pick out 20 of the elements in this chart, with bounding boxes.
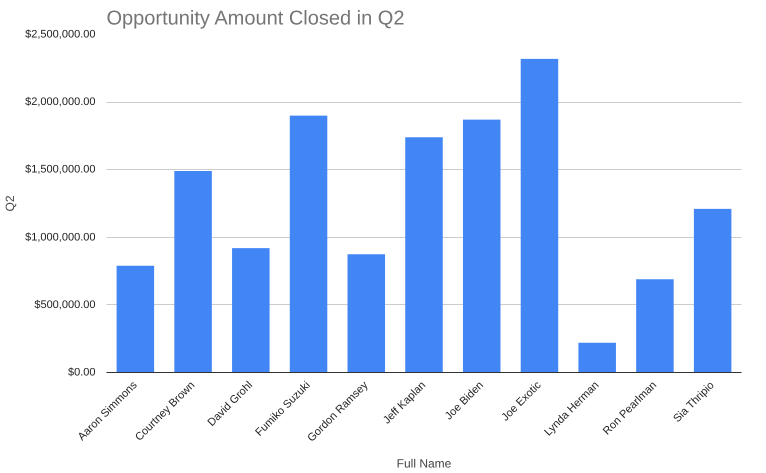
y-tick-label: $1,500,000.00	[25, 164, 96, 176]
y-tick-label: $1,000,000.00	[25, 231, 96, 244]
bar	[462, 120, 500, 372]
bar	[174, 171, 212, 372]
y-tick-label: $2,000,000.00	[25, 96, 96, 108]
bar	[520, 58, 558, 372]
bar	[290, 116, 328, 372]
bar	[405, 137, 443, 372]
bar	[232, 248, 270, 372]
y-tick-label: $0.00	[68, 366, 96, 378]
chart-title: Opportunity Amount Closed in Q2	[106, 8, 404, 30]
y-tick-label: $2,500,000.00	[25, 28, 96, 40]
x-axis-title: Full Name	[396, 456, 452, 471]
y-tick-label: $500,000.00	[34, 298, 96, 311]
y-axis-title: Q2	[3, 195, 18, 212]
bar	[636, 279, 674, 372]
bar	[116, 266, 154, 372]
bar	[694, 208, 732, 372]
bar	[348, 254, 386, 372]
bar	[578, 342, 616, 372]
